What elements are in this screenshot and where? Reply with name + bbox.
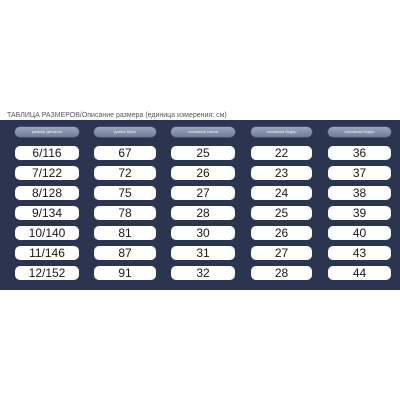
table-cell: 25 [171,146,235,160]
table-cell: 28 [251,266,312,280]
table-cell: 67 [94,146,156,160]
table-cell: 10/140 [15,226,79,240]
column-header-label: размер детского [31,129,63,134]
table-cell: 22 [251,146,312,160]
table-cell: 9/134 [15,206,79,220]
column-header-label: половина талии [188,129,218,134]
table-cell: 26 [171,166,235,180]
table-cell: 11/146 [15,246,79,260]
table-cell: 12/152 [15,266,79,280]
table-cell: 44 [328,266,391,280]
table-cell: 31 [171,246,235,260]
table-row: 7/122 72 26 23 37 [0,165,400,181]
column-header-label: половина бедер [266,129,297,134]
table-cell: 38 [328,186,391,200]
table-cell: 72 [94,166,156,180]
table-caption: ТАБЛИЦА РАЗМЕРОВ/Описание размера (едини… [7,112,227,119]
table-row: 6/116 67 25 22 36 [0,145,400,161]
table-cell: 87 [94,246,156,260]
table-cell: 7/122 [15,166,79,180]
table-cell: 25 [251,206,312,220]
column-header-size: размер детского [15,127,79,137]
table-cell: 78 [94,206,156,220]
table-cell: 8/128 [15,186,79,200]
table-cell: 91 [94,266,156,280]
column-header-label: половина бедер [344,129,375,134]
table-cell: 75 [94,186,156,200]
table-cell: 39 [328,206,391,220]
table-row: 8/128 75 27 24 38 [0,185,400,201]
table-row: 12/152 91 32 28 44 [0,265,400,281]
table-cell: 30 [171,226,235,240]
table-cell: 43 [328,246,391,260]
table-cell: 26 [251,226,312,240]
column-header-length: длина брюк [94,127,156,137]
table-row: 10/140 81 30 26 40 [0,225,400,241]
table-row: 9/134 78 28 25 39 [0,205,400,221]
table-cell: 23 [251,166,312,180]
table-cell: 36 [328,146,391,160]
table-cell: 27 [251,246,312,260]
column-header-hip: половина бедер [251,127,312,137]
table-cell: 24 [251,186,312,200]
table-cell: 6/116 [15,146,79,160]
column-header-leg: половина бедер [328,127,391,137]
table-cell: 81 [94,226,156,240]
column-header-waist: половина талии [171,127,235,137]
column-header-label: длина брюк [114,129,136,134]
table-cell: 28 [171,206,235,220]
table-cell: 32 [171,266,235,280]
table-cell: 27 [171,186,235,200]
table-cell: 37 [328,166,391,180]
table-cell: 40 [328,226,391,240]
table-row: 11/146 87 31 27 43 [0,245,400,261]
